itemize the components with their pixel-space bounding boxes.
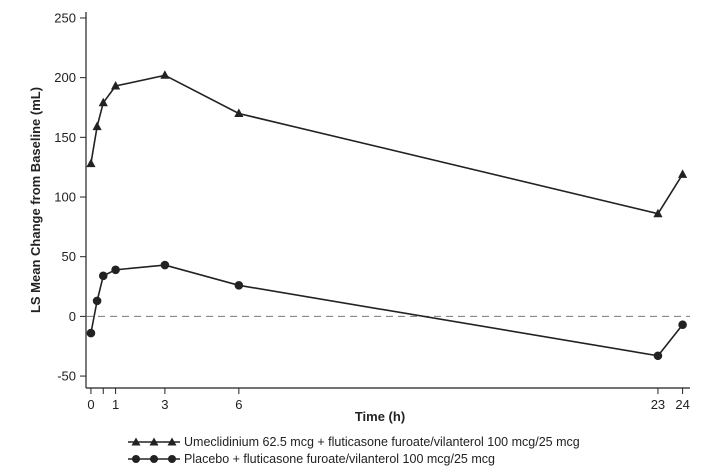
x-tick-label: 23 (651, 397, 665, 412)
data-point-triangle (160, 70, 170, 79)
x-tick-label: 6 (235, 397, 242, 412)
axes: -50 0 50 100 150 200 250 0 1 3 6 23 24 Time (h) LS Mea… (28, 10, 690, 424)
x-tick-label: 0 (87, 397, 94, 412)
data-point-triangle (86, 158, 96, 168)
x-axis-title: Time (h) (355, 409, 405, 424)
data-point-triangle (110, 81, 121, 90)
data-point-circle (98, 271, 108, 281)
x-tick-label: 24 (675, 397, 689, 412)
circle-marker-icon (128, 454, 180, 463)
y-axis-title: LS Mean Change from Baseline (mL) (28, 87, 43, 313)
data-point-circle (234, 281, 244, 290)
data-point-triangle (98, 97, 108, 107)
y-tick-label: 50 (62, 249, 76, 264)
data-point-triangle (234, 108, 244, 117)
data-point-circle (111, 265, 120, 275)
data-point-circle (92, 296, 102, 306)
legend-label: Placebo + fluticasone furoate/vilanterol… (184, 451, 495, 466)
data-point-triangle (653, 208, 663, 218)
series-line-0 (90, 74, 684, 215)
data-point-circle (160, 260, 170, 270)
triangle-marker-icon (128, 437, 180, 445)
y-tick-label: 150 (54, 130, 76, 145)
plot-area (86, 70, 690, 361)
legend-item-placebo: Placebo + fluticasone furoate/vilanterol… (128, 450, 580, 467)
data-point-circle (678, 320, 687, 330)
y-tick-label: 100 (54, 190, 76, 205)
data-point-circle (86, 328, 96, 338)
legend-label: Umeclidinium 62.5 mcg + fluticasone furo… (184, 434, 580, 449)
legend-item-umeclidinium: Umeclidinium 62.5 mcg + fluticasone furo… (128, 433, 580, 450)
series-line-1 (90, 264, 684, 357)
legend: Umeclidinium 62.5 mcg + fluticasone furo… (128, 433, 580, 467)
y-tick-label: 250 (54, 10, 76, 25)
data-point-triangle (678, 169, 688, 178)
y-tick-label: 200 (54, 70, 76, 85)
x-tick-label: 1 (112, 397, 119, 412)
y-tick-label: 0 (69, 309, 76, 324)
y-tick-label: -50 (57, 369, 76, 384)
data-point-circle (653, 351, 663, 361)
data-point-triangle (92, 121, 102, 131)
x-tick-label: 3 (161, 397, 168, 412)
